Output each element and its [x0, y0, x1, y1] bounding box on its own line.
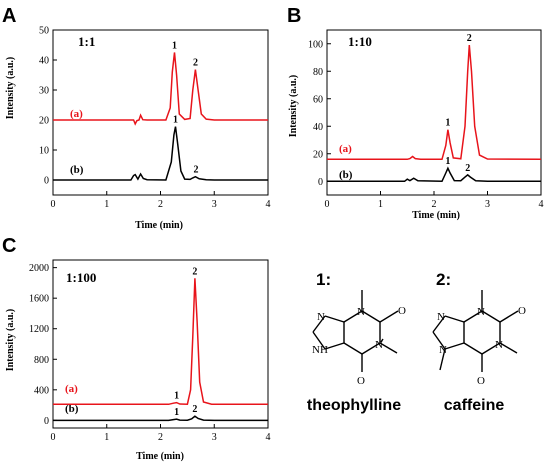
series-line-b: [53, 415, 268, 422]
atom-N: N: [495, 339, 503, 351]
peak-label: 2: [467, 33, 472, 44]
x-tick-label: 1: [104, 199, 109, 210]
panel-letter: B: [287, 5, 301, 27]
molecule-bonds: [432, 290, 519, 372]
compound-name: caffeine: [444, 397, 505, 414]
x-tick-label: 1: [378, 199, 383, 210]
peak-label: 1: [173, 115, 178, 126]
series-line-a: [53, 278, 269, 406]
compound-index: 1:: [316, 270, 331, 289]
y-tick-label: 400: [34, 385, 49, 396]
y-axis-label: Intensity (a.u.): [288, 75, 299, 138]
peak-label: 1: [172, 41, 177, 52]
peak-label: 1: [445, 156, 450, 167]
atom-N: N: [439, 344, 447, 356]
series-line-a: [327, 45, 542, 161]
molecule-bonds: [312, 290, 399, 372]
x-tick-label: 2: [432, 199, 437, 210]
y-tick-label: 80: [313, 67, 323, 78]
y-tick-label: 100: [308, 39, 323, 50]
y-tick-label: 10: [39, 146, 49, 157]
atom-NH: NH: [312, 344, 328, 356]
peak-label: 2: [192, 266, 197, 277]
y-tick-label: 20: [39, 116, 49, 127]
compound-index: 2:: [436, 270, 451, 289]
peak-label: 2: [465, 163, 470, 174]
atom-N: N: [375, 339, 383, 351]
compound-name: theophylline: [307, 397, 401, 414]
series-line-b: [327, 166, 541, 183]
y-tick-label: 50: [39, 26, 49, 37]
x-axis-label: Time (min): [135, 220, 183, 231]
ratio-label: 1:100: [66, 270, 96, 285]
peak-label: 2: [193, 165, 198, 176]
y-tick-label: 1600: [29, 294, 49, 305]
atom-N: N: [317, 311, 325, 323]
y-axis-label: Intensity (a.u.): [5, 309, 16, 372]
x-tick-label: 4: [266, 199, 271, 210]
x-tick-label: 4: [539, 199, 544, 210]
peak-label: 1: [445, 118, 450, 129]
plot-area: 0 1 2 3 4 0 400 800 1200 1600 2000 1 2 1 2: [29, 259, 271, 443]
trace-label-b: (b): [65, 403, 79, 415]
x-axis-label: Time (min): [412, 210, 460, 221]
ratio-label: 1:10: [348, 34, 372, 49]
peak-label: 1: [174, 407, 179, 418]
y-tick-label: 1200: [29, 324, 49, 335]
y-tick-label: 0: [44, 416, 49, 427]
trace-label-a: (a): [70, 108, 83, 120]
y-tick-label: 0: [44, 176, 49, 187]
panel-letter: C: [2, 235, 16, 257]
atom-N: N: [477, 306, 485, 318]
panel-c: C Intensity (a.u.) Time (min) 1:100 (a) …: [2, 235, 271, 462]
trace-label-a: (a): [339, 143, 352, 155]
trace-label-b: (b): [339, 169, 353, 181]
plot-frame: [326, 29, 542, 196]
y-tick-label: 40: [313, 122, 323, 133]
series-line-b: [53, 126, 268, 181]
x-tick-label: 1: [104, 432, 109, 443]
panel-b: B Intensity (a.u.) Time (min) 1:10 (a) (…: [287, 5, 544, 221]
y-tick-label: 2000: [29, 263, 49, 274]
atom-O: O: [518, 305, 526, 317]
x-tick-label: 2: [158, 199, 163, 210]
caffeine-structure: 2: N O N O N N caffeine: [432, 270, 526, 414]
y-tick-label: 0: [318, 177, 323, 188]
x-tick-label: 0: [51, 199, 56, 210]
plot-frame: [52, 259, 269, 429]
trace-label-a: (a): [65, 383, 78, 395]
x-tick-label: 0: [325, 199, 330, 210]
x-tick-label: 3: [485, 199, 490, 210]
y-axis-label: Intensity (a.u.): [5, 57, 16, 120]
y-tick-label: 20: [313, 149, 323, 160]
y-tick-label: 60: [313, 94, 323, 105]
x-tick-label: 3: [212, 432, 217, 443]
y-tick-label: 30: [39, 86, 49, 97]
theophylline-structure: 1: N O N O N NH theophylline: [307, 270, 406, 414]
peak-label: 2: [192, 404, 197, 415]
panel-letter: A: [2, 5, 16, 27]
atom-O: O: [477, 375, 485, 387]
atom-O: O: [357, 375, 365, 387]
x-tick-label: 4: [266, 432, 271, 443]
x-tick-label: 2: [158, 432, 163, 443]
panel-a: A Intensity (a.u.) Time (min) 1:1 (a) (b…: [2, 5, 271, 231]
ratio-label: 1:1: [78, 34, 95, 49]
peak-label: 2: [193, 58, 198, 69]
x-axis-label: Time (min): [136, 451, 184, 462]
peak-label: 1: [174, 391, 179, 402]
y-tick-label: 800: [34, 355, 49, 366]
atom-O: O: [398, 305, 406, 317]
atom-N: N: [437, 311, 445, 323]
plot-frame: [52, 29, 269, 196]
series-line-a: [53, 52, 268, 126]
y-tick-label: 40: [39, 56, 49, 67]
x-tick-label: 3: [212, 199, 217, 210]
x-tick-label: 0: [51, 432, 56, 443]
atom-N: N: [357, 306, 365, 318]
trace-label-b: (b): [70, 164, 84, 176]
